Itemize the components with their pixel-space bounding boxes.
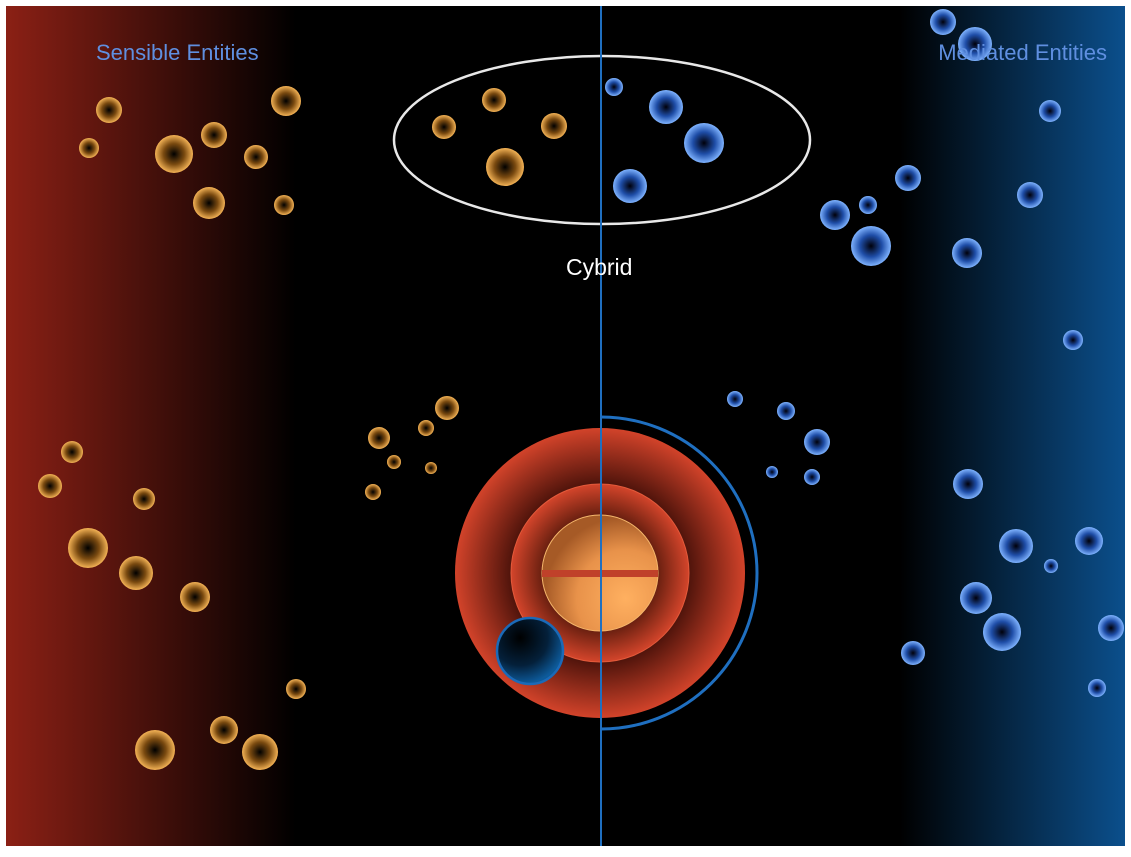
- orange-sphere: [193, 187, 225, 219]
- sensible-region: [6, 6, 296, 846]
- orange-sphere: [425, 462, 437, 474]
- orange-sphere: [418, 420, 434, 436]
- blue-sphere: [766, 466, 778, 478]
- blue-sphere: [953, 469, 983, 499]
- orange-sphere: [68, 528, 108, 568]
- orange-sphere: [482, 88, 506, 112]
- orange-sphere: [180, 582, 210, 612]
- orange-sphere: [79, 138, 99, 158]
- blue-sphere: [1044, 559, 1058, 573]
- blue-sphere: [727, 391, 743, 407]
- blue-sphere: [983, 613, 1021, 651]
- blue-sphere: [777, 402, 795, 420]
- blue-sphere: [804, 469, 820, 485]
- orange-sphere: [486, 148, 524, 186]
- orange-sphere: [38, 474, 62, 498]
- blue-sphere: [804, 429, 830, 455]
- blue-sphere: [895, 165, 921, 191]
- orange-sphere: [286, 679, 306, 699]
- blue-sphere: [1039, 100, 1061, 122]
- blue-sphere: [901, 641, 925, 665]
- mediated-satellite: [495, 616, 565, 686]
- orange-sphere: [210, 716, 238, 744]
- orange-sphere: [96, 97, 122, 123]
- sensible-entities-label: Sensible Entities: [96, 40, 259, 65]
- sensible-entities: [38, 86, 567, 770]
- orange-sphere: [274, 195, 294, 215]
- blue-sphere: [930, 9, 956, 35]
- orange-sphere: [244, 145, 268, 169]
- cybrid-label: Cybrid: [566, 254, 633, 280]
- orange-sphere: [155, 135, 193, 173]
- orange-sphere: [271, 86, 301, 116]
- blue-sphere: [684, 123, 724, 163]
- orange-sphere: [242, 734, 278, 770]
- blue-sphere: [952, 238, 982, 268]
- blue-sphere: [859, 196, 877, 214]
- blue-sphere: [851, 226, 891, 266]
- mediated-entities-label: Mediated Entities: [938, 40, 1107, 65]
- blue-sphere: [1063, 330, 1083, 350]
- orange-sphere: [201, 122, 227, 148]
- blue-sphere: [999, 529, 1033, 563]
- orange-sphere: [368, 427, 390, 449]
- orange-sphere: [432, 115, 456, 139]
- blue-sphere: [1017, 182, 1043, 208]
- blue-sphere: [605, 78, 623, 96]
- mediated-entities: [605, 9, 1124, 697]
- orange-sphere: [541, 113, 567, 139]
- orange-sphere: [387, 455, 401, 469]
- orange-sphere: [61, 441, 83, 463]
- blue-sphere: [613, 169, 647, 203]
- orange-sphere: [119, 556, 153, 590]
- orange-sphere: [435, 396, 459, 420]
- orange-sphere: [133, 488, 155, 510]
- orange-sphere: [365, 484, 381, 500]
- orange-sphere: [135, 730, 175, 770]
- mediated-region: [900, 6, 1125, 846]
- blue-sphere: [1098, 615, 1124, 641]
- blue-sphere: [820, 200, 850, 230]
- blue-sphere: [649, 90, 683, 124]
- blue-sphere: [1088, 679, 1106, 697]
- blue-sphere: [960, 582, 992, 614]
- blue-sphere: [1075, 527, 1103, 555]
- blue-sphere: [958, 27, 992, 61]
- cybrid-outline-arc: [600, 415, 759, 731]
